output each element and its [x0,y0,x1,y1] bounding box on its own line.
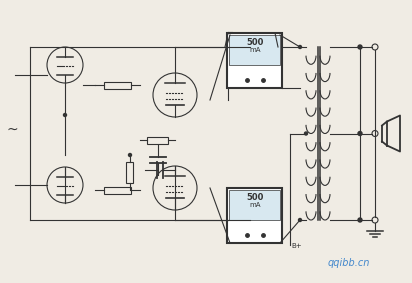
Circle shape [358,218,362,222]
Bar [229,190,281,220]
Bar [229,35,281,65]
Text: 500: 500 [246,38,264,47]
Circle shape [63,113,66,117]
Text: qqibb.cn: qqibb.cn [328,258,370,268]
Bar [104,82,131,89]
Text: 500: 500 [246,193,264,202]
Bar [227,188,283,243]
Circle shape [129,153,131,156]
Text: mA: mA [249,202,261,208]
Bar [104,186,131,194]
Circle shape [358,45,362,49]
Circle shape [358,132,362,136]
Bar [147,136,168,143]
Text: B+: B+ [291,243,302,249]
Circle shape [304,132,307,135]
Text: ~: ~ [6,123,18,137]
Text: mA: mA [249,47,261,53]
Circle shape [299,46,302,48]
Bar [227,33,283,87]
Bar [126,162,133,183]
Circle shape [299,218,302,222]
